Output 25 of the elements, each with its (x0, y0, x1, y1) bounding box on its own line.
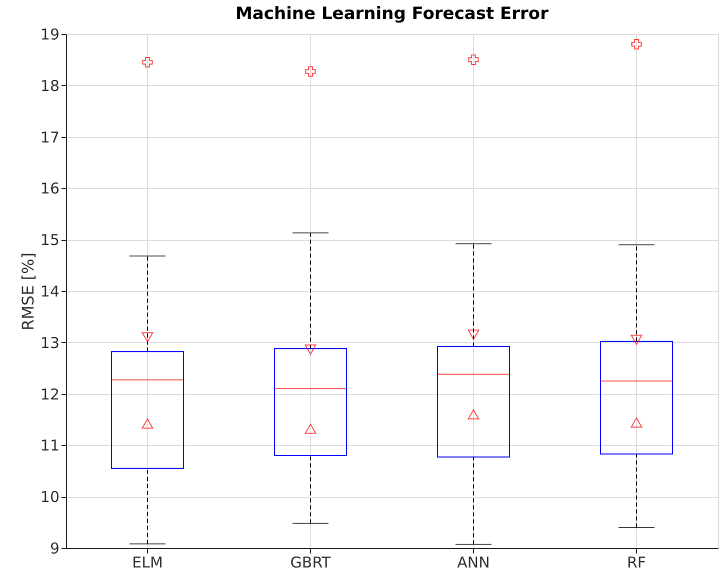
point (304, 424, 316, 434)
point (142, 418, 154, 429)
x-tick-label: ANN (457, 554, 490, 572)
point (630, 418, 642, 428)
y-tick-label: 14 (40, 282, 60, 300)
y-axis-title: RMSE [%] (18, 252, 38, 330)
point (468, 409, 480, 420)
y-tick-label: 15 (40, 231, 60, 250)
chart-title: Machine Learning Forecast Error (236, 4, 550, 24)
x-tick-label: ELM (132, 554, 163, 572)
y-tick-label: 9 (50, 540, 60, 558)
x-tick-label: GBRT (290, 554, 332, 572)
y-tick-label: 12 (40, 385, 60, 404)
point (630, 334, 642, 345)
point (468, 330, 480, 340)
x-tick-label: RF (626, 554, 646, 572)
y-tick-label: 10 (40, 488, 60, 506)
y-tick-label: 19 (40, 26, 60, 44)
y-tick-label: 13 (40, 334, 60, 352)
point (304, 344, 316, 355)
y-tick-label: 16 (40, 180, 60, 198)
y-tick-label: 18 (40, 76, 60, 95)
point (142, 332, 154, 342)
y-tick-label: 11 (40, 436, 60, 455)
y-tick-label: 17 (40, 128, 60, 146)
